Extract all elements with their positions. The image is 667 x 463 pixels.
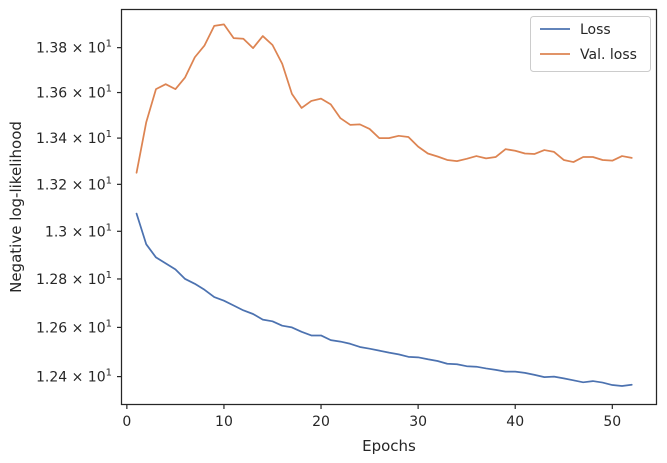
series-line-loss: [135, 212, 633, 387]
legend: Loss Val. loss: [530, 16, 651, 72]
y-tick-label: 1.26 × 101: [36, 318, 112, 336]
y-tick-label: 1.28 × 101: [36, 270, 112, 288]
y-tick-mantissa: 1.32 × 10: [36, 177, 106, 193]
legend-label-val-loss: Val. loss: [580, 47, 637, 63]
y-tick-exponent: 1: [106, 39, 112, 50]
y-tick-label: 1.3 × 101: [45, 222, 112, 240]
y-tick-label: 1.36 × 101: [36, 84, 112, 102]
y-tick-exponent: 1: [106, 368, 112, 379]
y-tick-mantissa: 1.26 × 10: [36, 320, 106, 336]
series-line-val-loss: [135, 23, 633, 174]
y-tick-mantissa: 1.38 × 10: [36, 41, 106, 57]
y-tick-label: 1.38 × 101: [36, 39, 112, 57]
y-tick-label: 1.32 × 101: [36, 175, 112, 193]
y-tick-mantissa: 1.24 × 10: [36, 370, 106, 386]
x-tick-label: 40: [506, 414, 524, 430]
y-tick-exponent: 1: [106, 84, 112, 95]
y-tick-mantissa: 1.3 × 10: [45, 224, 106, 240]
x-tick-label: 10: [215, 414, 233, 430]
y-tick-exponent: 1: [106, 318, 112, 329]
y-tick-label: 1.34 × 101: [36, 129, 112, 147]
y-tick-mantissa: 1.36 × 10: [36, 86, 106, 102]
y-tick-mantissa: 1.28 × 10: [36, 272, 106, 288]
x-tick-label: 50: [603, 414, 621, 430]
x-tick-label: 0: [122, 414, 131, 430]
series-layer: [135, 23, 633, 387]
y-tick-mantissa: 1.34 × 10: [36, 131, 106, 147]
y-tick-exponent: 1: [106, 222, 112, 233]
y-tick-label: 1.24 × 101: [36, 368, 112, 386]
y-tick-exponent: 1: [106, 270, 112, 281]
x-axis-ticks: 0 10 20 30 40 50: [122, 404, 621, 430]
x-tick-label: 30: [409, 414, 427, 430]
plot-frame: [120, 8, 658, 406]
y-tick-exponent: 1: [106, 175, 112, 186]
y-tick-exponent: 1: [106, 129, 112, 140]
legend-label-loss: Loss: [580, 22, 611, 38]
legend-box: [530, 16, 651, 72]
x-tick-label: 20: [312, 414, 330, 430]
x-axis-title: Epochs: [362, 437, 416, 455]
y-axis-title: Negative log-likelihood: [7, 121, 25, 293]
